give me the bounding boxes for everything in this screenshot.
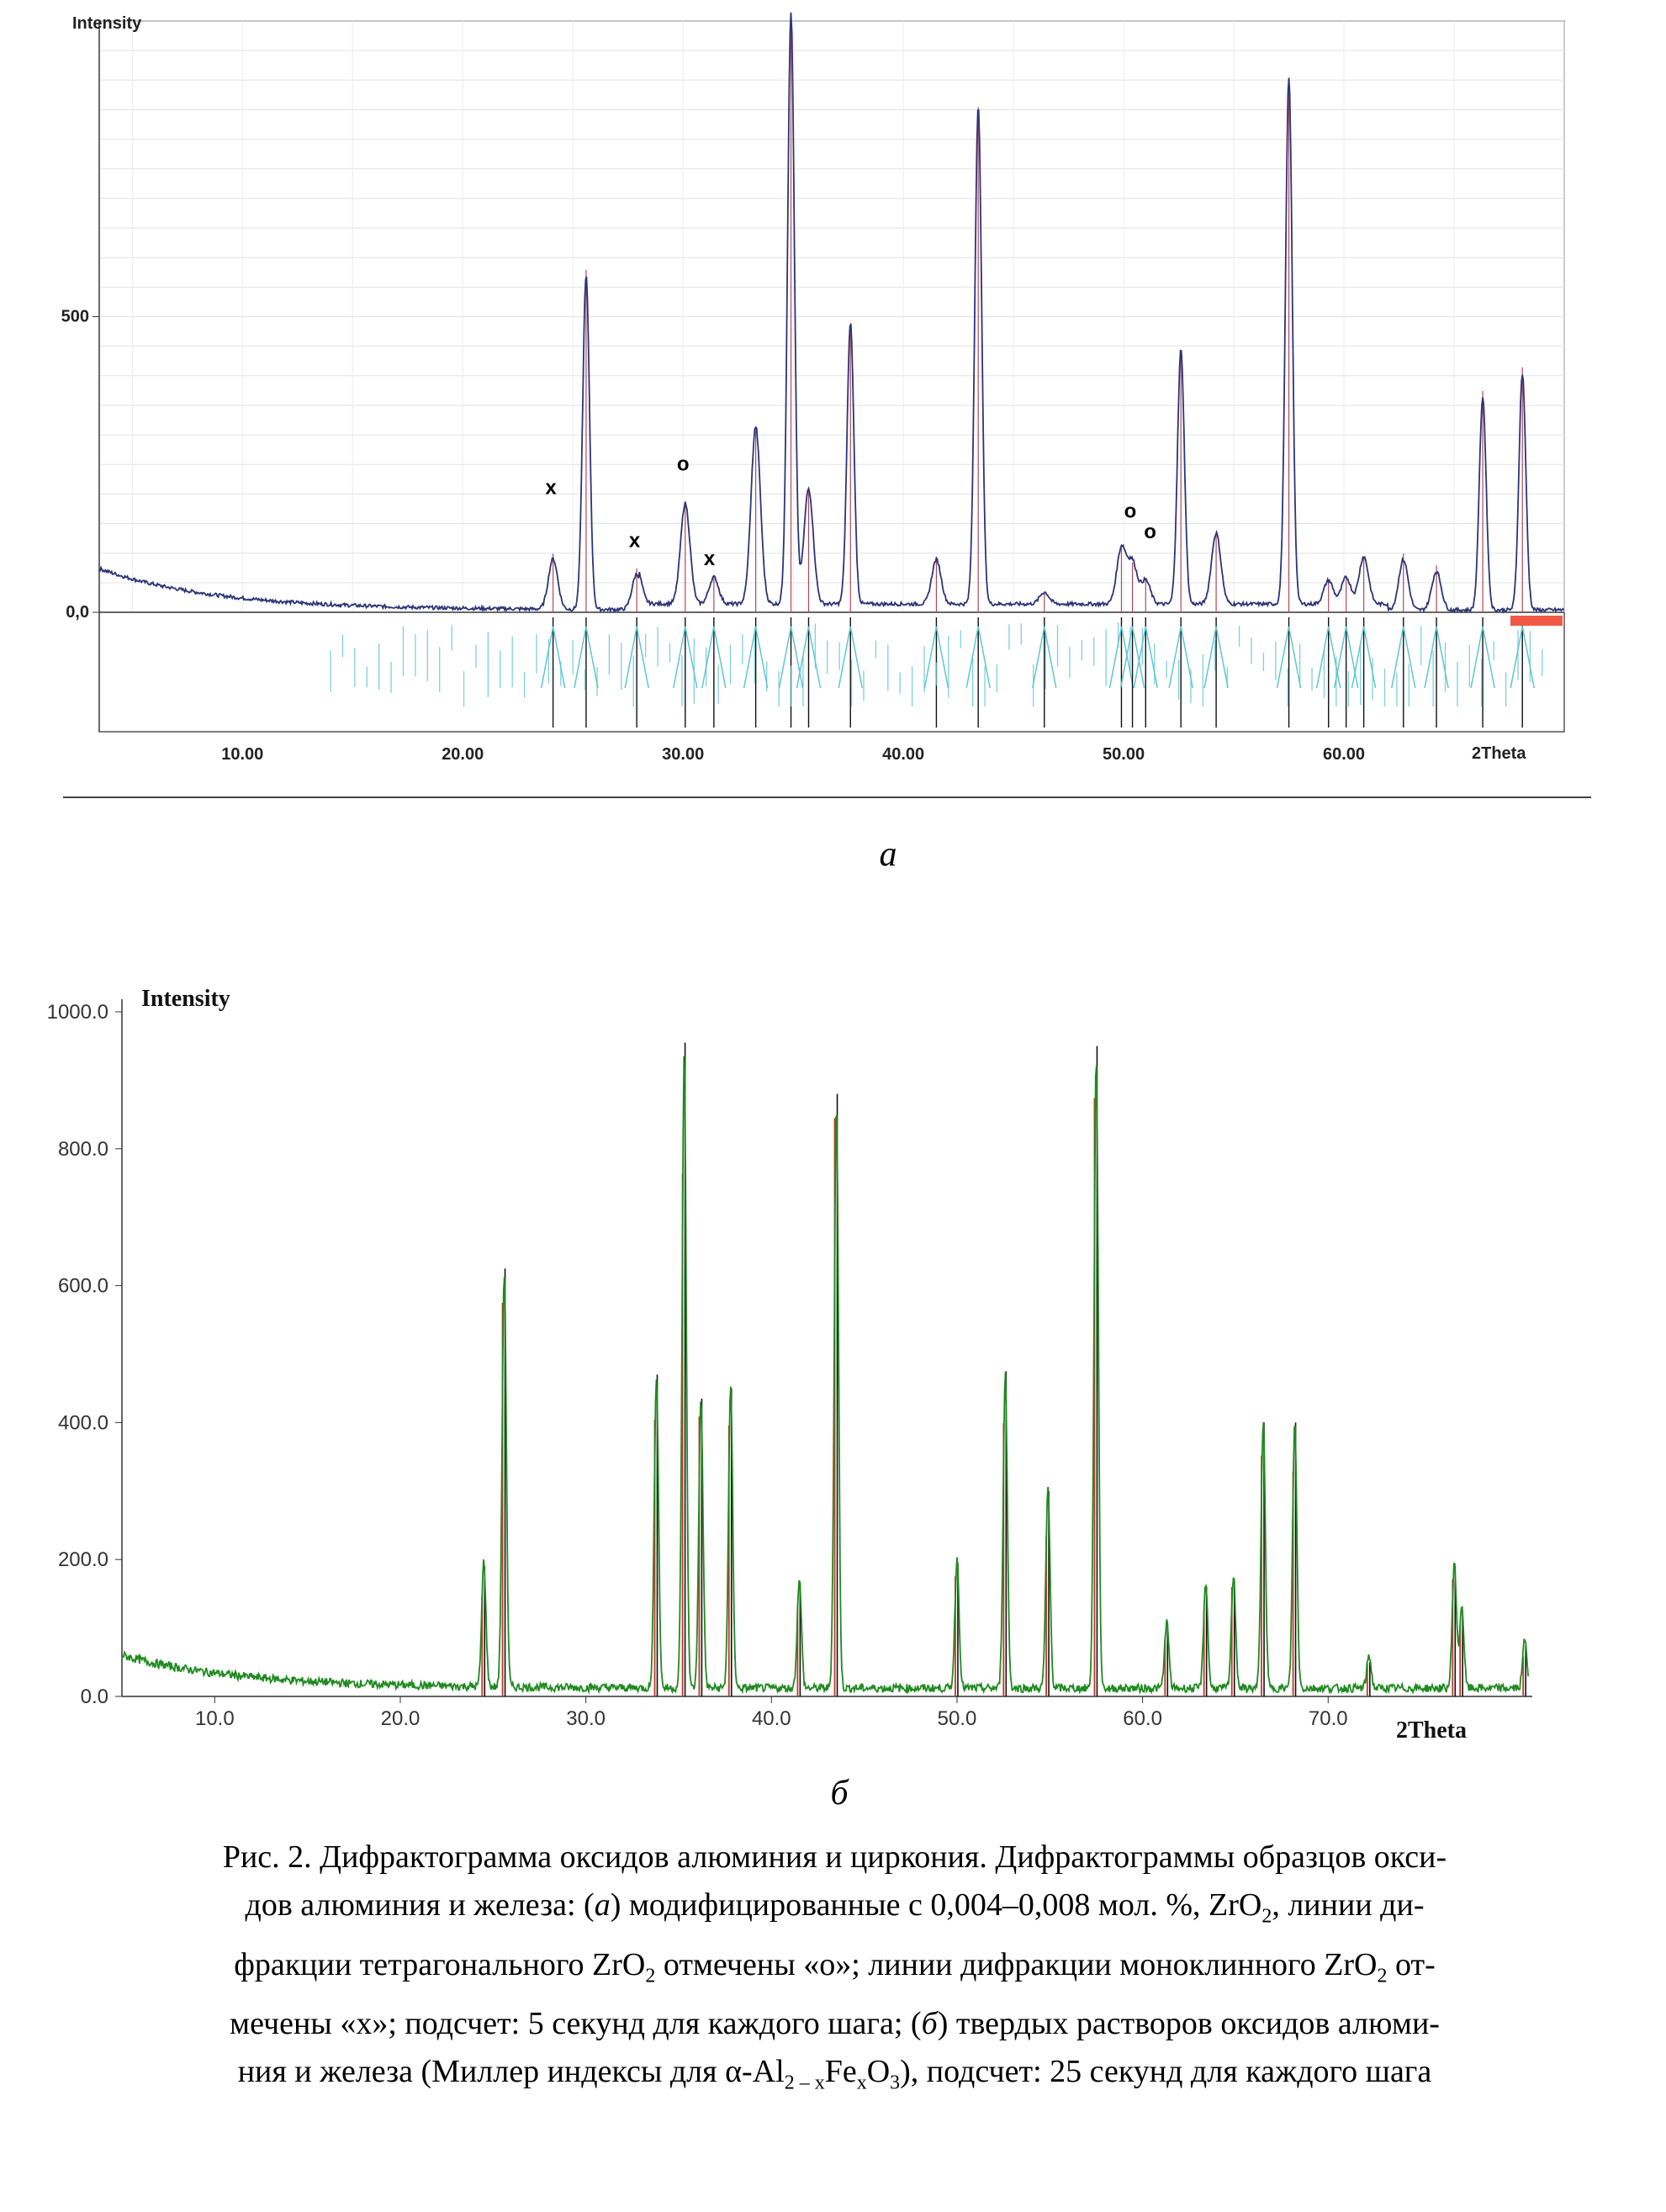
chart-a-trace [98,12,1565,614]
panel-b-label: б [830,1774,849,1812]
caption-line-1: Рис. 2. Дифрактограмма оксидов алюминия … [222,1839,1447,1875]
chart-a-ref-profile [1470,626,1495,689]
chart-b-ytick: 1000.0 [47,1001,108,1024]
chart-a-ylabel: Intensity [72,14,142,33]
chart-a-xtick: 30.00 [662,745,704,764]
chart-a-ref-profile [1108,626,1134,689]
chart-b-xtick: 50.0 [938,1707,977,1730]
caption-line-5: ния и железа (Миллер индексы для α-Al2 –… [237,2054,1432,2094]
chart-a-phase-marker: o [1144,521,1156,543]
chart-a-ref-profile [965,626,991,689]
chart-b-ytick: 800.0 [58,1138,108,1161]
chart-b-xtick: 70.0 [1309,1707,1348,1730]
chart-a-ref-profile [1333,626,1359,689]
chart-b-ytick: 0.0 [81,1685,108,1708]
chart-a-xtick: 50.00 [1103,745,1145,764]
chart-a-ref-profile [1133,626,1159,689]
chart-a-ref-profile [778,626,804,689]
caption-line-4: мечены «х»; подсчет: 5 секунд для каждог… [230,2006,1440,2042]
chart-b-ytick: 200.0 [58,1548,108,1571]
chart-a-ref-profile [1424,626,1449,689]
caption-line-3: фракции тетрагонального ZrO2 отмечены «о… [234,1946,1436,1987]
chart-a-ref-profile [1203,626,1229,689]
chart-a-ref-profile [1351,626,1377,689]
chart-a-xtick: 10.00 [221,745,263,764]
chart-a-ref-profile [796,626,822,689]
panel-a-label: а [879,835,897,874]
chart-a-phase-marker: o [677,452,690,475]
chart-a-ref-profile [624,626,649,689]
chart-a-ref-profile [1119,626,1145,689]
chart-b-xtick: 40.0 [752,1707,791,1730]
chart-b-xtick: 20.0 [381,1707,420,1730]
chart-b-trace [121,1056,1529,1695]
chart-a-ref-profile [1168,626,1193,689]
chart-b-ytick: 400.0 [58,1411,108,1434]
chart-a-phase-marker: x [545,476,557,499]
caption-line-2: дов алюминия и железа: (а) модифицирован… [245,1887,1425,1928]
chart-b: 0.0 200.0 400.0 600.0 800.0 1000.0 10.0 20.0 30.… [47,986,1532,1744]
chart-a-ref-profile [1032,626,1057,689]
chart-a-ytick: 0,0 [66,603,89,622]
chart-a-ytick: 500 [61,308,89,326]
chart-a-phase-marker: x [629,530,641,553]
chart-b-ytick: 600.0 [58,1275,108,1298]
chart-a-ref-profile [1276,626,1302,689]
chart-a-ref-profile [838,626,864,689]
chart-a-red-marker [1510,616,1563,626]
chart-a-phase-marker: x [704,548,716,570]
chart-b-xtick: 30.0 [566,1707,606,1730]
chart-b-xlabel: 2Theta [1396,1717,1467,1744]
chart-a-xlabel: 2Theta [1472,744,1526,763]
chart-a-xtick: 20.00 [442,745,484,764]
chart-a-xtick: 40.00 [882,745,924,764]
figure-caption: Рис. 2. Дифрактограмма оксидов алюминия … [38,1834,1632,2108]
chart-b-xtick: 60.0 [1123,1707,1162,1730]
chart-a-ref-profile [574,626,599,689]
chart-a-ref-profile [1391,626,1416,689]
chart-a-xtick: 60.00 [1323,745,1365,764]
chart-a-ref-profile [923,626,949,689]
chart-b-xtick: 10.0 [195,1707,235,1730]
chart-b-ylabel: Intensity [141,986,230,1012]
chart-a-ref-profile [673,626,698,689]
chart-a-ref-profile [743,626,769,689]
chart-a-phase-marker: o [1124,500,1137,523]
